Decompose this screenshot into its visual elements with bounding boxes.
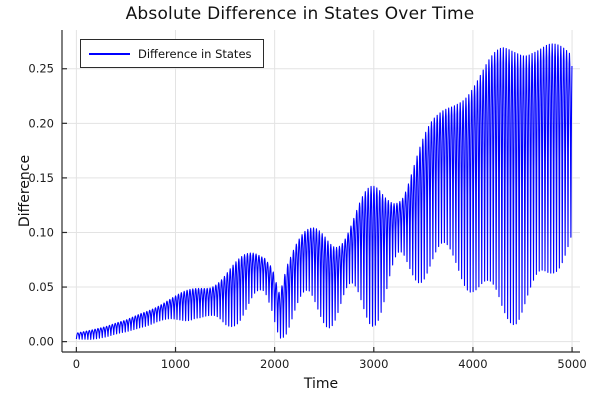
y-axis-label: Difference: [17, 154, 33, 228]
y-tick-label: 0.00: [28, 335, 54, 349]
x-tick-label: 2000: [260, 357, 289, 371]
legend-line-sample-icon: [89, 52, 130, 55]
x-tick-label: 0: [73, 357, 80, 371]
x-tick-label: 5000: [557, 357, 586, 371]
chart-title: Absolute Difference in States Over Time: [125, 4, 475, 24]
difference-series-line: [75, 43, 573, 340]
x-tick-label: 1000: [161, 357, 190, 371]
y-tick-label: 0.20: [28, 116, 54, 130]
x-axis-label: Time: [303, 376, 339, 392]
x-tick-label: 4000: [458, 357, 487, 371]
y-tick-label: 0.05: [28, 280, 54, 294]
y-tick-label: 0.10: [28, 225, 54, 239]
x-tick-label: 3000: [359, 357, 388, 371]
y-tick-label: 0.25: [28, 62, 54, 76]
legend-label: Difference in States: [138, 46, 252, 61]
legend: Difference in States: [80, 39, 264, 68]
y-tick-label: 0.15: [28, 171, 54, 185]
